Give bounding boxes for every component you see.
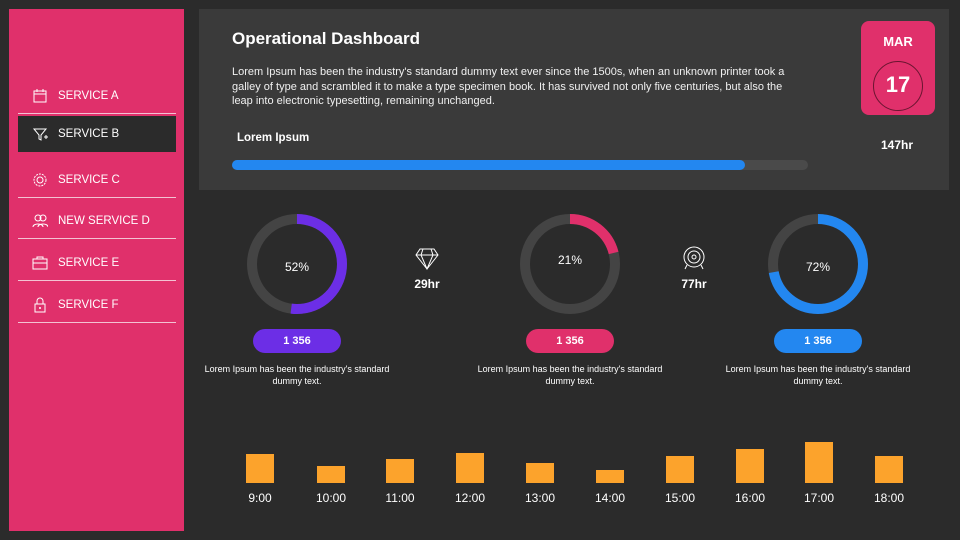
bar-13:00 <box>526 463 554 483</box>
value-pill: 1 356 <box>526 329 614 353</box>
donut-chart: 52% <box>246 213 348 315</box>
donut-value-arc <box>520 214 620 314</box>
sidebar-item-label: NEW SERVICE D <box>58 214 150 227</box>
hours-total: 147hr <box>881 138 914 152</box>
date-month: MAR <box>883 34 913 49</box>
progress-bar <box>232 160 808 170</box>
bar-16:00 <box>736 449 764 483</box>
donut-percent: 52% <box>284 260 310 274</box>
bar-label: 12:00 <box>454 491 486 505</box>
progress-fill <box>232 160 745 170</box>
calendar-icon <box>32 88 48 104</box>
sidebar-item-label: SERVICE F <box>58 298 119 311</box>
donut-chart: 21% <box>519 213 621 315</box>
bar-9:00 <box>246 454 274 483</box>
sidebar-item-label: SERVICE B <box>58 128 120 140</box>
sidebar: SERVICE A SERVICE B SERVICE C NEW SERVICE D… <box>9 9 184 531</box>
sidebar-item-label: SERVICE C <box>58 173 120 186</box>
date-day: 17 <box>873 61 923 111</box>
metric-value: 29hr <box>414 277 440 291</box>
users-icon <box>32 213 48 229</box>
sidebar-item-service-c[interactable]: SERVICE C <box>18 162 176 198</box>
funnel-plus-icon <box>32 126 48 142</box>
bar-14:00 <box>596 470 624 483</box>
bar-label: 18:00 <box>873 491 905 505</box>
sidebar-item-service-f[interactable]: SERVICE F <box>18 287 176 323</box>
progress-label: Lorem Ipsum <box>237 132 310 144</box>
bar-label: 16:00 <box>734 491 766 505</box>
date-badge: MAR 17 <box>861 21 935 115</box>
donut-percent: 21% <box>557 253 583 267</box>
donut-caption: Lorem Ipsum has been the industry's stan… <box>204 364 390 386</box>
value-pill: 1 356 <box>253 329 341 353</box>
donut-percent: 72% <box>805 260 831 274</box>
bar-15:00 <box>666 456 694 483</box>
donut-chart: 72% <box>767 213 869 315</box>
bar-label: 10:00 <box>315 491 347 505</box>
target-icon <box>682 246 706 275</box>
donut-caption: Lorem Ipsum has been the industry's stan… <box>725 364 911 386</box>
bar-label: 11:00 <box>385 491 415 505</box>
donut-caption: Lorem Ipsum has been the industry's stan… <box>477 364 663 386</box>
diamond-icon <box>415 246 439 275</box>
bar-11:00 <box>386 459 414 483</box>
header-panel: Operational Dashboard Lorem Ipsum has be… <box>199 9 949 190</box>
metric-value: 77hr <box>681 277 707 291</box>
bar-17:00 <box>805 442 833 483</box>
sidebar-item-service-a[interactable]: SERVICE A <box>18 78 176 114</box>
page-title: Operational Dashboard <box>232 29 420 48</box>
sidebar-item-label: SERVICE A <box>58 89 119 102</box>
bar-label: 17:00 <box>803 491 835 505</box>
description: Lorem Ipsum has been the industry's stan… <box>232 66 785 107</box>
lock-icon <box>32 297 48 313</box>
bar-10:00 <box>317 466 345 483</box>
gear-badge-icon <box>32 172 48 188</box>
bar-12:00 <box>456 453 484 483</box>
value-pill: 1 356 <box>774 329 862 353</box>
bar-label: 15:00 <box>664 491 696 505</box>
bar-label: 14:00 <box>594 491 626 505</box>
bar-18:00 <box>875 456 903 483</box>
sidebar-item-new-service-d[interactable]: NEW SERVICE D <box>18 203 176 239</box>
briefcase-icon <box>32 255 48 271</box>
sidebar-item-service-e[interactable]: SERVICE E <box>18 245 176 281</box>
sidebar-item-label: SERVICE E <box>58 256 120 269</box>
donut-value-arc <box>768 214 868 314</box>
bar-label: 9:00 <box>248 491 272 505</box>
bar-label: 13:00 <box>524 491 556 505</box>
donut-value-arc <box>247 214 347 314</box>
sidebar-item-service-b[interactable]: SERVICE B <box>18 116 176 152</box>
